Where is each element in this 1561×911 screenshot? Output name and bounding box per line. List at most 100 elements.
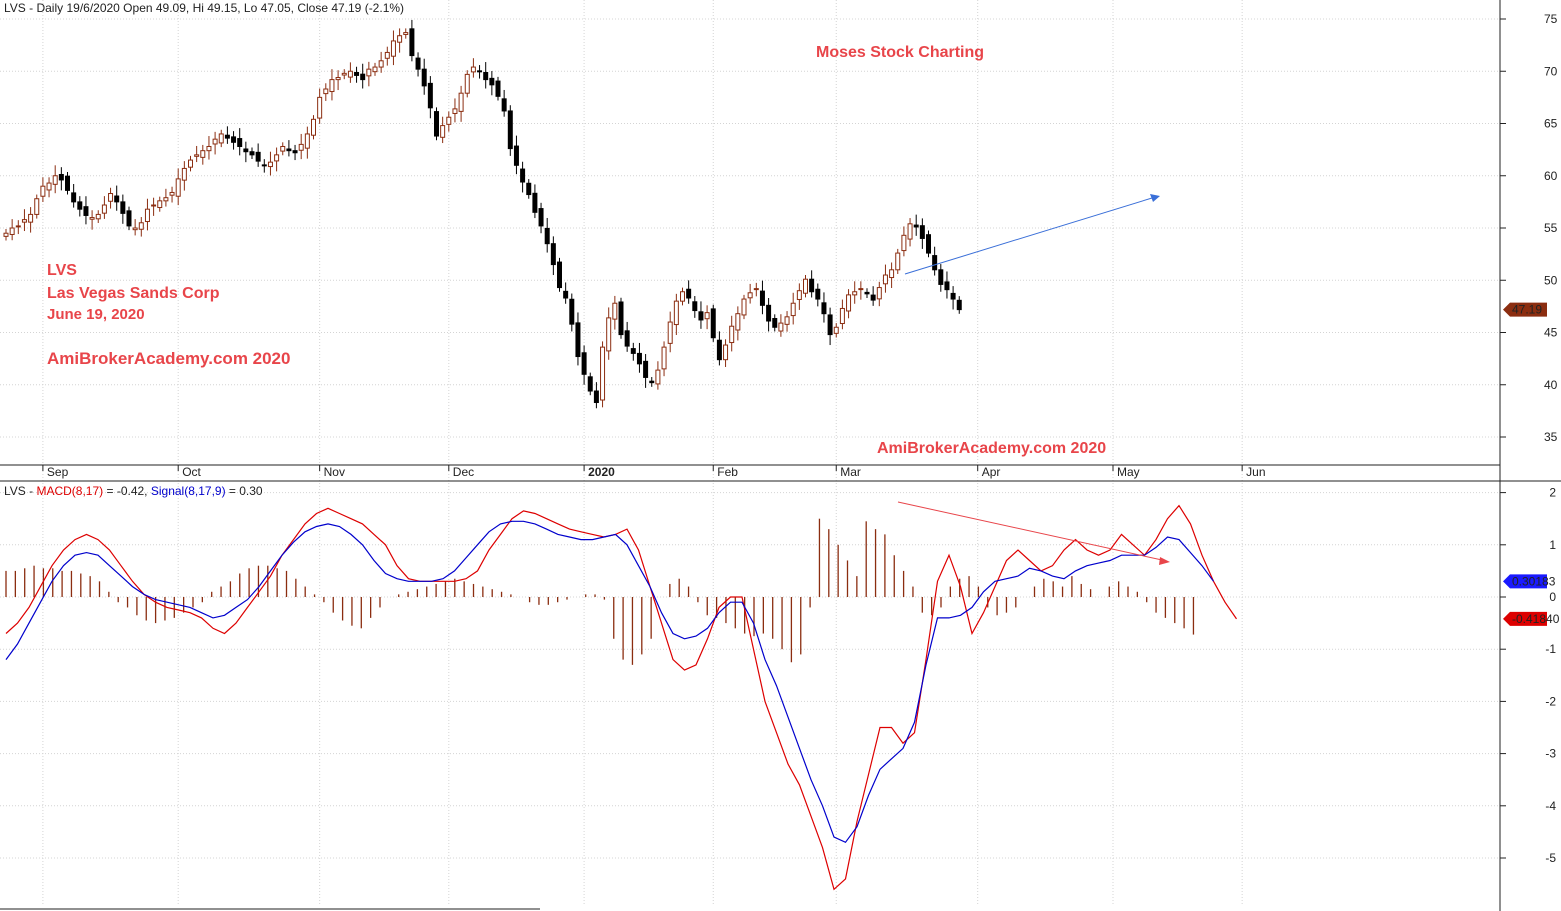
signal-line bbox=[5, 520, 1214, 844]
month-label: Nov bbox=[324, 465, 345, 479]
candle-up bbox=[151, 204, 157, 207]
candle-up bbox=[335, 77, 341, 81]
candle-up bbox=[796, 290, 802, 300]
candle-up bbox=[298, 143, 304, 151]
candle-up bbox=[667, 321, 673, 344]
candle-up bbox=[882, 274, 888, 285]
signal-tag-bg bbox=[1503, 574, 1547, 589]
annotation-company: Las Vegas Sands Corp bbox=[47, 285, 220, 302]
macd-header-symbol: LVS - bbox=[4, 484, 37, 498]
price-grid bbox=[0, 18, 1500, 438]
macd-tick-label: 2 bbox=[1549, 486, 1556, 500]
candle-up bbox=[735, 313, 741, 331]
candle-down bbox=[409, 28, 415, 57]
candle-up bbox=[839, 307, 845, 325]
candle-up bbox=[741, 298, 747, 316]
candle-down bbox=[231, 136, 237, 143]
candle-down bbox=[587, 376, 593, 392]
candle-up bbox=[384, 51, 390, 59]
month-label: Jun bbox=[1246, 465, 1265, 479]
candle-down bbox=[772, 317, 778, 328]
annotation-site-bottom: AmiBrokerAcademy.com 2020 bbox=[877, 440, 1107, 457]
price-tick-label: 35 bbox=[1544, 430, 1558, 444]
candle-up bbox=[194, 154, 200, 157]
month-label: Oct bbox=[182, 465, 201, 479]
candle-down bbox=[544, 227, 550, 245]
macd-axis: 2 1 0 -1 -2 -3 -4 -5 bbox=[1500, 486, 1556, 865]
candle-down bbox=[114, 195, 120, 203]
month-label: Apr bbox=[982, 465, 1001, 479]
value-tags: 47.19 0.30183 -0.41840 bbox=[1503, 302, 1560, 626]
candlestick-series bbox=[3, 19, 962, 409]
month-label: Sep bbox=[47, 465, 69, 479]
candle-up bbox=[95, 213, 101, 220]
month-label: May bbox=[1117, 465, 1140, 479]
candle-up bbox=[876, 287, 882, 300]
candle-up bbox=[212, 138, 218, 145]
annotation-date: June 19, 2020 bbox=[47, 306, 145, 323]
month-label: Mar bbox=[840, 465, 861, 479]
candle-down bbox=[354, 72, 360, 76]
candle-up bbox=[895, 252, 901, 271]
candle-down bbox=[563, 290, 569, 299]
candle-down bbox=[692, 301, 698, 312]
candle-up bbox=[778, 322, 784, 332]
candle-down bbox=[557, 261, 562, 289]
candle-down bbox=[932, 255, 938, 271]
candle-down bbox=[71, 192, 77, 203]
candle-down bbox=[83, 206, 89, 216]
candle-up bbox=[341, 72, 347, 76]
price-tick-label: 50 bbox=[1544, 273, 1558, 287]
candle-down bbox=[495, 80, 501, 97]
candle-down bbox=[292, 150, 298, 154]
candle-down bbox=[649, 380, 655, 384]
macd-line bbox=[5, 504, 1237, 891]
candle-down bbox=[809, 278, 815, 293]
candle-down bbox=[477, 70, 483, 73]
candle-up bbox=[163, 197, 169, 202]
macd-tick-label: 0 bbox=[1549, 590, 1556, 604]
candle-up bbox=[157, 200, 163, 209]
candle-down bbox=[950, 292, 956, 300]
candle-down bbox=[489, 77, 495, 86]
candle-up bbox=[52, 175, 58, 185]
candle-up bbox=[858, 288, 864, 291]
candle-down bbox=[698, 311, 704, 321]
candle-down bbox=[636, 352, 642, 365]
candle-down bbox=[759, 290, 765, 306]
candle-up bbox=[729, 325, 735, 344]
candle-down bbox=[575, 322, 581, 358]
candle-down bbox=[483, 72, 489, 81]
candle-down bbox=[926, 234, 931, 254]
macd-header-signal-label: Signal(8,17,9) bbox=[150, 484, 226, 498]
candle-up bbox=[317, 96, 323, 119]
candle-down bbox=[581, 352, 587, 375]
candle-up bbox=[206, 145, 212, 152]
macd-tick-label: -5 bbox=[1545, 851, 1556, 865]
month-label: Feb bbox=[717, 465, 738, 479]
candle-up bbox=[458, 92, 464, 112]
price-tag-bg bbox=[1503, 302, 1547, 317]
macd-tick-label: -3 bbox=[1545, 747, 1556, 761]
candle-up bbox=[28, 213, 34, 223]
x-axis: Sep Oct Nov Dec 2020 Feb Mar Apr May Jun bbox=[0, 465, 1266, 910]
candle-down bbox=[427, 82, 433, 109]
candle-up bbox=[40, 185, 46, 197]
macd-tag-text: -0.41840 bbox=[1512, 612, 1560, 626]
candle-down bbox=[507, 110, 513, 150]
macd-header-signal-value: = 0.30 bbox=[225, 484, 263, 498]
candle-up bbox=[274, 154, 280, 162]
price-tick-label: 55 bbox=[1544, 221, 1558, 235]
price-tag-text: 47.19 bbox=[1512, 303, 1542, 317]
candle-up bbox=[901, 234, 907, 252]
candle-down bbox=[815, 288, 821, 300]
candle-up bbox=[673, 300, 679, 326]
candle-up bbox=[378, 60, 384, 68]
candle-up bbox=[280, 145, 286, 152]
candle-up bbox=[747, 292, 753, 299]
month-label: 2020 bbox=[588, 465, 615, 479]
price-tick-label: 40 bbox=[1544, 378, 1558, 392]
candle-up bbox=[132, 227, 138, 231]
candle-up bbox=[304, 133, 310, 149]
